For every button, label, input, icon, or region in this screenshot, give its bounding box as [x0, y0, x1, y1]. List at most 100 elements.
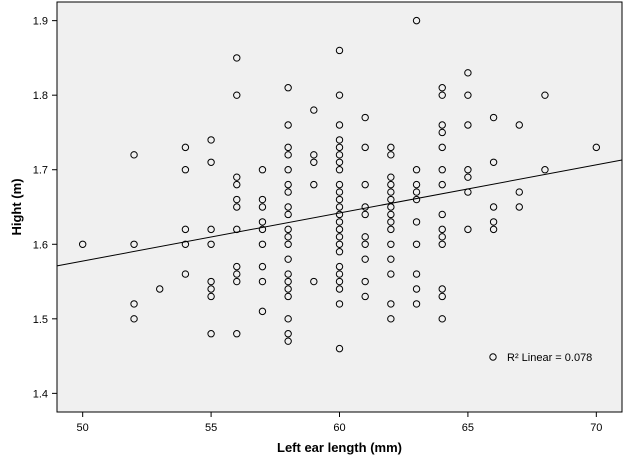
- data-point: [284, 330, 292, 338]
- data-point: [335, 136, 344, 144]
- data-point: [335, 180, 344, 189]
- data-point: [207, 292, 215, 301]
- data-point: [438, 128, 446, 137]
- data-point: [335, 240, 344, 248]
- data-point: [464, 166, 472, 174]
- data-point: [412, 300, 421, 308]
- data-point: [335, 262, 344, 271]
- x-axis-title: Left ear length (mm): [277, 440, 402, 455]
- plot-area: [56, 1, 623, 413]
- data-point: [335, 188, 344, 196]
- data-point: [284, 180, 292, 189]
- x-tick-label: 65: [462, 422, 474, 434]
- data-points: [78, 16, 601, 353]
- data-point: [361, 180, 369, 189]
- y-tick-label: 1.4: [33, 388, 48, 400]
- data-point: [387, 143, 395, 152]
- data-point: [464, 225, 472, 234]
- data-point: [233, 173, 241, 181]
- data-point: [335, 300, 344, 308]
- data-point: [438, 180, 446, 189]
- data-point: [335, 91, 344, 99]
- data-point: [284, 203, 292, 211]
- data-point: [335, 195, 344, 204]
- data-point: [181, 240, 190, 248]
- data-point: [464, 173, 472, 181]
- data-point: [233, 270, 241, 278]
- data-point: [361, 292, 369, 301]
- data-point: [412, 16, 421, 25]
- x-axis-ticks: 50 55 60 65 70: [77, 412, 602, 434]
- data-point: [233, 330, 241, 338]
- data-point: [438, 210, 446, 219]
- data-point: [207, 240, 215, 248]
- data-point: [207, 285, 215, 293]
- data-point: [361, 277, 369, 286]
- data-point: [335, 158, 344, 166]
- data-point: [233, 195, 241, 204]
- data-point: [258, 240, 267, 248]
- data-point: [335, 143, 344, 152]
- data-point: [335, 151, 344, 159]
- data-point: [207, 330, 215, 338]
- data-point: [284, 277, 292, 286]
- data-point: [181, 225, 190, 234]
- data-point: [207, 225, 215, 234]
- data-point: [284, 143, 292, 152]
- data-point: [310, 151, 318, 159]
- data-point: [284, 285, 292, 293]
- data-point: [335, 218, 344, 226]
- data-point: [412, 218, 421, 226]
- data-point: [284, 84, 292, 92]
- data-point: [361, 255, 369, 263]
- data-point: [592, 143, 601, 152]
- data-point: [181, 143, 190, 152]
- data-point: [284, 292, 292, 301]
- data-point: [412, 188, 421, 196]
- data-point: [335, 210, 344, 219]
- data-point: [438, 225, 446, 234]
- data-point: [387, 225, 395, 234]
- y-tick-label: 1.8: [33, 90, 48, 102]
- data-point: [387, 270, 395, 278]
- legend-label: R² Linear = 0.078: [507, 352, 592, 364]
- data-point: [387, 151, 395, 159]
- data-point: [284, 337, 292, 345]
- data-point: [387, 240, 395, 248]
- data-point: [335, 270, 344, 278]
- y-tick-label: 1.5: [33, 314, 48, 326]
- data-point: [335, 203, 344, 211]
- data-point: [541, 91, 549, 99]
- data-point: [438, 121, 446, 129]
- data-point: [233, 262, 241, 271]
- data-point: [284, 151, 292, 159]
- data-point: [233, 203, 241, 211]
- data-point: [387, 210, 395, 219]
- data-point: [387, 218, 395, 226]
- data-point: [284, 233, 292, 241]
- data-point: [284, 188, 292, 196]
- data-point: [361, 203, 369, 211]
- data-point: [335, 285, 344, 293]
- y-axis-ticks: 1.4 1.5 1.6 1.7 1.8 1.9: [33, 16, 57, 400]
- data-point: [335, 121, 344, 129]
- data-point: [207, 136, 215, 144]
- data-point: [310, 158, 318, 166]
- data-point: [310, 277, 318, 286]
- data-point: [412, 270, 421, 278]
- data-point: [284, 121, 292, 129]
- data-point: [207, 158, 215, 166]
- data-point: [515, 188, 523, 196]
- data-point: [258, 225, 267, 234]
- data-point: [464, 69, 472, 77]
- data-point: [335, 233, 344, 241]
- data-point: [412, 166, 421, 174]
- data-point: [130, 315, 138, 323]
- data-point: [258, 307, 267, 316]
- data-point: [258, 166, 267, 174]
- data-point: [387, 188, 395, 196]
- data-point: [541, 166, 549, 174]
- data-point: [156, 285, 164, 293]
- data-point: [489, 158, 498, 166]
- data-point: [310, 180, 318, 189]
